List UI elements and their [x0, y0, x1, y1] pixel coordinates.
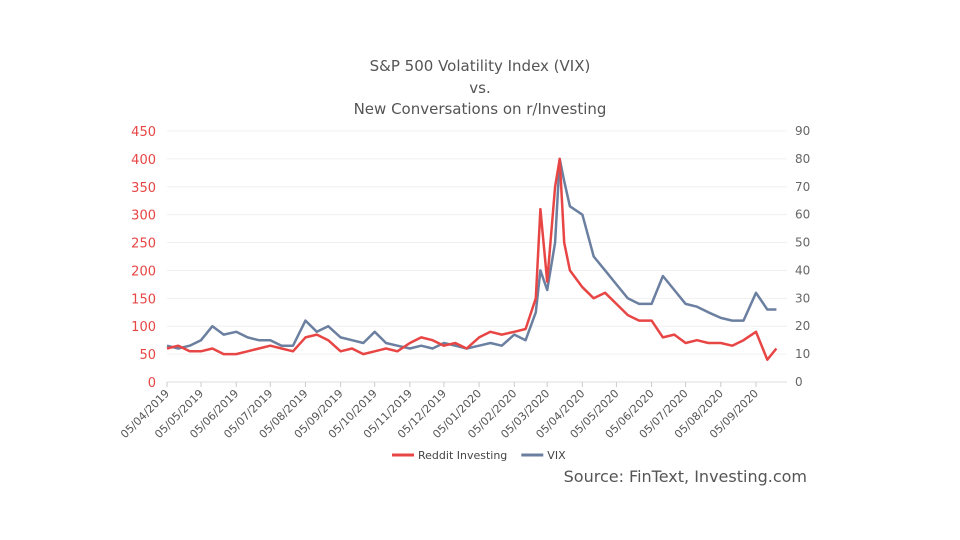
- left-axis-tick-label: 0: [148, 376, 156, 391]
- legend-label: Reddit Investing: [418, 449, 507, 462]
- left-axis-tick-label: 300: [131, 209, 156, 224]
- left-axis-tick-label: 250: [131, 237, 156, 252]
- right-axis-tick-label: 10: [795, 347, 810, 361]
- left-axis-tick-label: 400: [131, 153, 156, 168]
- series-line-reddit-investing: [166, 157, 778, 361]
- chart-title-line2: vs.: [469, 79, 491, 97]
- legend-label: VIX: [547, 449, 566, 462]
- right-axis-tick-label: 60: [795, 208, 810, 222]
- series-line-vix: [166, 157, 777, 350]
- right-axis-tick-label: 70: [795, 180, 810, 194]
- chart-title-line3: New Conversations on r/Investing: [353, 100, 607, 118]
- right-axis-tick-label: 20: [795, 319, 810, 333]
- left-axis-tick-label: 200: [131, 264, 156, 279]
- right-axis-tick-label: 0: [795, 375, 803, 389]
- source-note: Source: FinText, Investing.com: [563, 467, 807, 486]
- right-axis-tick-label: 30: [795, 291, 810, 305]
- left-axis-tick-label: 350: [131, 181, 156, 196]
- left-axis-tick-label: 50: [139, 348, 156, 363]
- chart-title-line1: S&P 500 Volatility Index (VIX): [369, 57, 591, 75]
- left-axis-tick-label: 100: [131, 320, 156, 335]
- right-axis-tick-label: 40: [795, 263, 810, 277]
- left-axis-tick-label: 150: [131, 292, 156, 307]
- left-axis-tick-label: 450: [131, 125, 156, 140]
- right-axis-tick-label: 50: [795, 236, 810, 250]
- right-axis-tick-label: 90: [795, 124, 810, 138]
- right-axis-tick-label: 80: [795, 152, 810, 166]
